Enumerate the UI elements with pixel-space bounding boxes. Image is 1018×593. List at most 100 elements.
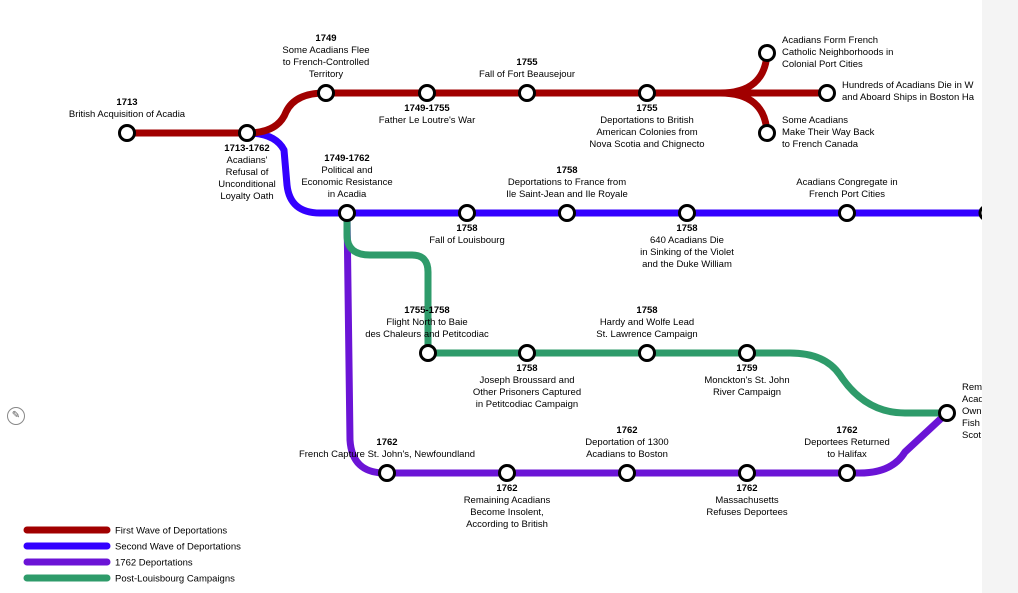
station-text-line: to Halifax (827, 449, 867, 460)
station-year: 1758 (556, 165, 577, 176)
station-text-line: Acadians Form French (782, 35, 878, 46)
station-year: 1762 (496, 483, 517, 494)
legend-label-first: First Wave of Deportations (115, 526, 227, 537)
station-text-line: Make Their Way Back (782, 127, 875, 138)
station-text-line: Fall of Fort Beausejour (479, 69, 575, 80)
station-text-line: and Aboard Ships in Boston Ha (842, 92, 975, 103)
station-text-line: Massachusetts (715, 495, 779, 506)
station-marker-s1713[interactable] (118, 124, 136, 142)
station-text-line: Acadians' (227, 155, 268, 166)
station-text-line: River Campaign (713, 387, 781, 398)
station-marker-s1762a[interactable] (378, 464, 396, 482)
station-marker-s1755a[interactable] (518, 84, 536, 102)
station-marker-s1759[interactable] (738, 344, 756, 362)
station-marker-s1755b[interactable] (638, 84, 656, 102)
station-marker-sCanada[interactable] (758, 124, 776, 142)
station-text-line: Hardy and Wolfe Lead (600, 317, 694, 328)
station-marker-sRem[interactable] (938, 404, 956, 422)
station-marker-s1758a[interactable] (458, 204, 476, 222)
station-marker-s1762b[interactable] (498, 464, 516, 482)
station-marker-s1749b[interactable] (418, 84, 436, 102)
station-marker-s1758c[interactable] (678, 204, 696, 222)
station-text-line: Some Acadians (782, 115, 848, 126)
station-text-line: Nova Scotia and Chignecto (589, 139, 704, 150)
route-second-wave (243, 129, 994, 217)
station-text-line: Catholic Neighborhoods in (782, 47, 893, 58)
scrollbar-track[interactable] (982, 0, 1018, 593)
legend-label-second: Second Wave of Deportations (115, 542, 241, 553)
station-text-line: Rem (962, 382, 982, 393)
station-marker-sFrench[interactable] (758, 44, 776, 62)
station-marker-s1762e[interactable] (838, 464, 856, 482)
station-marker-s1762c[interactable] (618, 464, 636, 482)
station-text-line: Refusal of (226, 167, 269, 178)
station-text-line: Unconditional (218, 179, 276, 190)
station-text-line: Colonial Port Cities (782, 59, 863, 70)
station-year: 1759 (736, 363, 757, 374)
station-text-line: American Colonies from (596, 127, 697, 138)
station-text-line: in Sinking of the Violet (640, 247, 734, 258)
station-marker-s1749a[interactable] (317, 84, 335, 102)
station-marker-s1758e[interactable] (638, 344, 656, 362)
station-text-line: in Acadia (328, 189, 367, 200)
station-text-line: St. Lawrence Campaign (596, 329, 697, 340)
station-text-line: to French Canada (782, 139, 859, 150)
station-text-line: Acad (962, 394, 984, 405)
station-text-line: Territory (309, 69, 344, 80)
station-text-line: des Chaleurs and Petitcodiac (365, 329, 489, 340)
station-text-line: Fall of Louisbourg (429, 235, 505, 246)
station-year: 1713-1762 (224, 143, 269, 154)
station-year: 1749-1755 (404, 103, 450, 114)
station-text-line: Father Le Loutre's War (379, 115, 476, 126)
pencil-icon[interactable]: ✎ (7, 407, 25, 425)
station-text-line: Deportations to British (600, 115, 693, 126)
legend-label-post: Post-Louisbourg Campaigns (115, 574, 235, 585)
station-text-line: Remaining Acadians (464, 495, 551, 506)
station-text-line: Monckton's St. John (704, 375, 789, 386)
station-marker-s1758d[interactable] (518, 344, 536, 362)
station-marker-s1749c[interactable] (338, 204, 356, 222)
station-text-line: Fish (962, 418, 980, 429)
stations-layer (118, 44, 996, 482)
station-year: 1762 (376, 437, 397, 448)
station-marker-sCongregate[interactable] (838, 204, 856, 222)
legend: First Wave of Deportations Second Wave of… (23, 526, 241, 585)
station-marker-sBoston[interactable] (818, 84, 836, 102)
route-lines (123, 49, 994, 477)
station-text-line: Refuses Deportees (706, 507, 788, 518)
station-text-line: Own (962, 406, 982, 417)
station-year: 1755 (636, 103, 658, 114)
station-text-line: British Acquisition of Acadia (69, 109, 186, 120)
station-year: 1758 (516, 363, 537, 374)
station-text-line: According to British (466, 519, 548, 530)
station-text-line: Hundreds of Acadians Die in W (842, 80, 974, 91)
station-text-line: Loyalty Oath (220, 191, 273, 202)
station-marker-s1755c[interactable] (419, 344, 437, 362)
station-year: 1762 (836, 425, 857, 436)
station-text-line: Become Insolent, (470, 507, 543, 518)
station-text-line: Scot (962, 430, 981, 441)
station-marker-s1758b[interactable] (558, 204, 576, 222)
station-marker-s1713b[interactable] (238, 124, 256, 142)
station-text-line: Joseph Broussard and (479, 375, 574, 386)
station-text-line: Ile Saint-Jean and Ile Royale (506, 189, 627, 200)
station-text-line: Deportations to France from (508, 177, 626, 188)
station-marker-s1762d[interactable] (738, 464, 756, 482)
